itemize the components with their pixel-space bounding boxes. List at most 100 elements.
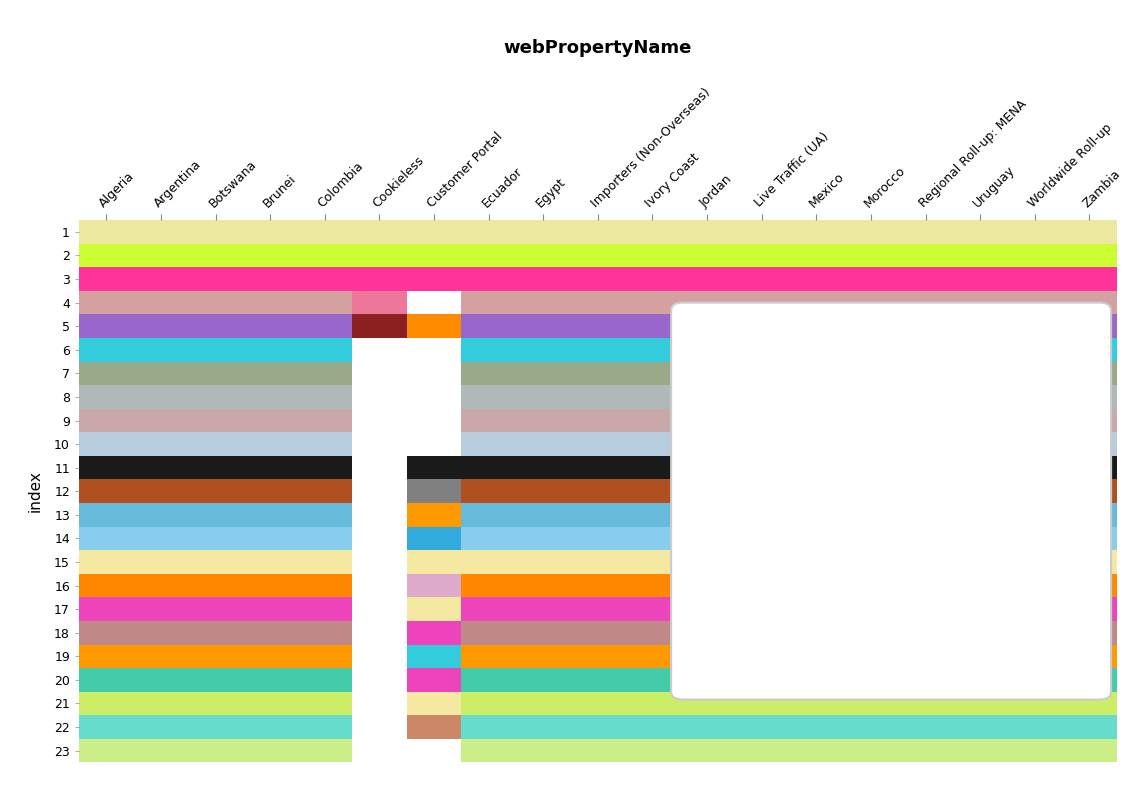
Bar	[407, 503, 461, 527]
Bar	[953, 527, 1007, 550]
Bar	[844, 715, 898, 739]
Bar	[79, 409, 133, 432]
Bar	[79, 385, 133, 409]
Bar	[788, 715, 844, 739]
Bar	[298, 432, 352, 456]
Bar	[515, 715, 571, 739]
Bar	[298, 739, 352, 762]
Bar	[79, 668, 133, 692]
Bar	[953, 692, 1007, 715]
Bar	[1063, 715, 1117, 739]
Bar	[1063, 314, 1117, 338]
Bar	[734, 668, 788, 692]
Bar	[188, 338, 243, 362]
Bar	[298, 220, 352, 244]
Bar	[133, 574, 188, 597]
Bar	[680, 479, 734, 503]
Bar	[1007, 244, 1063, 267]
Bar	[898, 715, 953, 739]
Bar	[243, 244, 298, 267]
Bar	[79, 645, 133, 668]
Bar	[133, 409, 188, 432]
Bar	[844, 244, 898, 267]
Bar	[243, 503, 298, 527]
Bar	[734, 220, 788, 244]
Bar	[571, 432, 625, 456]
Bar	[243, 362, 298, 385]
Bar	[734, 267, 788, 291]
Bar	[788, 645, 844, 668]
Bar	[788, 314, 844, 338]
Bar	[844, 267, 898, 291]
Bar	[734, 715, 788, 739]
Bar	[298, 550, 352, 574]
Bar	[407, 574, 461, 597]
Bar	[1007, 574, 1063, 597]
Bar	[188, 385, 243, 409]
Text: Morocco: Morocco	[890, 412, 962, 427]
Bar	[298, 338, 352, 362]
Bar	[953, 715, 1007, 739]
Bar	[1007, 739, 1063, 762]
Bar	[734, 456, 788, 479]
Bar	[133, 668, 188, 692]
Bar	[352, 267, 407, 291]
Bar	[352, 220, 407, 244]
Bar	[571, 338, 625, 362]
Bar	[680, 244, 734, 267]
Bar	[188, 692, 243, 715]
Bar	[571, 267, 625, 291]
Bar	[515, 385, 571, 409]
Bar	[515, 291, 571, 314]
Bar	[1063, 574, 1117, 597]
Bar	[515, 550, 571, 574]
Bar	[788, 385, 844, 409]
Bar	[188, 597, 243, 621]
Bar	[1007, 267, 1063, 291]
Bar	[1007, 668, 1063, 692]
Bar	[298, 385, 352, 409]
Bar	[734, 314, 788, 338]
Bar	[680, 645, 734, 668]
Bar	[79, 739, 133, 762]
Bar	[1063, 362, 1117, 385]
Bar	[79, 597, 133, 621]
Bar	[1007, 550, 1063, 574]
Text: name:: name:	[829, 467, 873, 481]
Bar	[461, 621, 515, 645]
Bar	[680, 432, 734, 456]
Bar	[133, 550, 188, 574]
Bar	[188, 621, 243, 645]
Bar	[461, 220, 515, 244]
Bar	[844, 597, 898, 621]
Bar	[898, 621, 953, 645]
Bar	[898, 385, 953, 409]
Bar	[680, 574, 734, 597]
Bar	[515, 621, 571, 645]
Bar	[1063, 338, 1117, 362]
Bar	[352, 314, 407, 338]
Bar	[79, 527, 133, 550]
Bar	[788, 362, 844, 385]
Bar	[680, 220, 734, 244]
Bar	[352, 291, 407, 314]
Bar	[788, 456, 844, 479]
Bar	[953, 597, 1007, 621]
Bar	[571, 362, 625, 385]
Bar	[953, 456, 1007, 479]
Bar	[953, 550, 1007, 574]
Bar	[461, 409, 515, 432]
Bar	[461, 668, 515, 692]
Bar	[133, 692, 188, 715]
Bar	[133, 432, 188, 456]
Bar	[515, 244, 571, 267]
Bar	[461, 715, 515, 739]
Bar	[680, 338, 734, 362]
Bar	[734, 385, 788, 409]
Bar	[734, 645, 788, 668]
Bar	[625, 385, 680, 409]
Bar	[515, 692, 571, 715]
Bar	[1007, 314, 1063, 338]
Bar	[844, 645, 898, 668]
Bar	[625, 267, 680, 291]
